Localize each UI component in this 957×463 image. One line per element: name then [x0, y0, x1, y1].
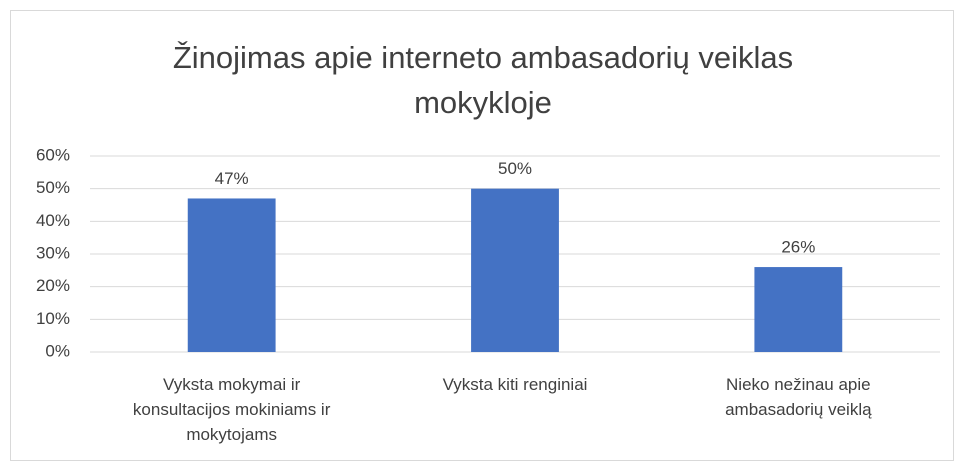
y-tick-label: 10%: [36, 309, 70, 328]
data-label: 47%: [215, 169, 249, 188]
y-tick-label: 40%: [36, 211, 70, 230]
bar: [754, 267, 843, 352]
y-tick-label: 0%: [45, 341, 70, 360]
chart-border: [10, 10, 954, 461]
x-tick-label: Vyksta kiti renginiai: [442, 375, 588, 394]
bar: [471, 188, 559, 352]
chart-title: Žinojimas apie interneto ambasadorių vei…: [172, 40, 794, 120]
y-tick-label: 50%: [36, 178, 70, 197]
x-tick-label: Nieko nežinau apie ambasadorių veiklą: [725, 375, 872, 419]
y-tick-label: 60%: [36, 145, 70, 164]
y-tick-label: 20%: [36, 276, 70, 295]
bar: [187, 198, 276, 352]
data-label: 50%: [498, 159, 532, 178]
y-tick-label: 30%: [36, 243, 70, 262]
x-tick-label: Vyksta mokymai ir konsultacijos mokiniam…: [132, 375, 331, 444]
data-label: 26%: [781, 238, 815, 257]
